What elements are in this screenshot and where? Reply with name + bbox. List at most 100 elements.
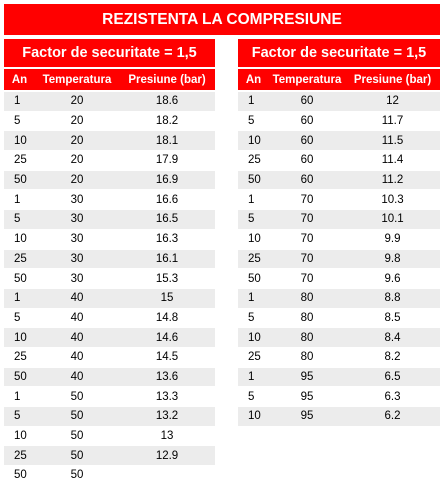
- cell-an: 10: [4, 426, 35, 447]
- table-row: 5 60 11.7: [238, 111, 441, 132]
- cell-temperatura: 50: [35, 406, 119, 427]
- cell-temperatura: 95: [269, 367, 345, 388]
- cell-an: 1: [4, 288, 35, 309]
- table-row: 10 60 11.5: [238, 130, 441, 152]
- table-row: 25 60 11.4: [238, 150, 441, 171]
- cell-an: 10: [238, 406, 269, 427]
- right-table-body: 1 60 12 5 60 11.7 10 60 11.5 25 60 11.4 50 60 11.2 1 70 1…: [238, 91, 441, 427]
- cell-an: 1: [4, 386, 35, 407]
- cell-presiune: 11.7: [345, 111, 441, 132]
- cell-an: 5: [238, 111, 269, 132]
- cell-temperatura: 70: [269, 268, 345, 289]
- table-row: 50 20 16.9: [4, 170, 216, 191]
- cell-temperatura: 60: [269, 130, 345, 152]
- cell-presiune: 13: [119, 426, 216, 447]
- cell-temperatura: 20: [35, 150, 119, 171]
- right-pressure-table: Factor de securitate = 1,5 An Temperatur…: [238, 39, 441, 427]
- cell-an: 5: [238, 209, 269, 230]
- table-row: 25 80 8.2: [238, 347, 441, 368]
- left-header-presiune: Presiune (bar): [119, 68, 216, 92]
- cell-presiune: 13.3: [119, 386, 216, 407]
- table-row: 5 20 18.2: [4, 111, 216, 132]
- left-header-temperatura: Temperatura: [35, 68, 119, 92]
- right-factor-label: Factor de securitate = 1,5: [238, 39, 441, 69]
- table-row: 1 20 18.6: [4, 91, 216, 112]
- table-row: 25 40 14.5: [4, 347, 216, 368]
- cell-an: 25: [4, 445, 35, 467]
- cell-presiune: 10.1: [345, 209, 441, 230]
- cell-presiune: 16.5: [119, 209, 216, 230]
- cell-temperatura: 40: [35, 367, 119, 388]
- cell-an: 5: [4, 406, 35, 427]
- cell-presiune: 9.6: [345, 268, 441, 289]
- cell-temperatura: 80: [269, 308, 345, 329]
- cell-presiune: [119, 465, 216, 486]
- cell-presiune: 15.3: [119, 268, 216, 289]
- right-header-presiune: Presiune (bar): [345, 68, 441, 92]
- table-row: 1 70 10.3: [238, 189, 441, 211]
- cell-an: 10: [4, 327, 35, 348]
- table-row: 50 60 11.2: [238, 170, 441, 191]
- cell-temperatura: 30: [35, 249, 119, 270]
- table-row: 1 50 13.3: [4, 386, 216, 407]
- cell-presiune: 11.2: [345, 170, 441, 191]
- cell-an: 10: [4, 229, 35, 250]
- cell-an: 25: [238, 249, 269, 270]
- right-header-temperatura: Temperatura: [269, 68, 345, 92]
- cell-presiune: 12: [345, 91, 441, 112]
- cell-presiune: 10.3: [345, 189, 441, 211]
- left-table-body: 1 20 18.6 5 20 18.2 10 20 18.1 25 20 17.9 50 20 16.9 1 3…: [4, 91, 216, 486]
- cell-presiune: 8.5: [345, 308, 441, 329]
- cell-an: 25: [4, 347, 35, 368]
- table-row: 10 95 6.2: [238, 406, 441, 427]
- cell-presiune: 6.2: [345, 406, 441, 427]
- cell-temperatura: 70: [269, 249, 345, 270]
- cell-an: 10: [4, 130, 35, 152]
- cell-presiune: 16.1: [119, 249, 216, 270]
- cell-presiune: 11.4: [345, 150, 441, 171]
- cell-presiune: 18.1: [119, 130, 216, 152]
- cell-presiune: 18.6: [119, 91, 216, 112]
- cell-temperatura: 50: [35, 426, 119, 447]
- cell-presiune: 6.3: [345, 386, 441, 407]
- cell-temperatura: 20: [35, 91, 119, 112]
- cell-an: 1: [238, 288, 269, 309]
- table-row: 50 30 15.3: [4, 268, 216, 289]
- page-title: REZISTENTA LA COMPRESIUNE: [4, 4, 440, 35]
- cell-an: 50: [238, 268, 269, 289]
- cell-temperatura: 80: [269, 288, 345, 309]
- cell-an: 25: [238, 347, 269, 368]
- cell-temperatura: 60: [269, 170, 345, 191]
- table-row: 50 50: [4, 465, 216, 486]
- left-header-an: An: [4, 68, 35, 92]
- cell-an: 1: [4, 189, 35, 211]
- cell-temperatura: 70: [269, 229, 345, 250]
- cell-an: 5: [4, 209, 35, 230]
- cell-temperatura: 50: [35, 445, 119, 467]
- table-row: 5 50 13.2: [4, 406, 216, 427]
- left-pressure-table: Factor de securitate = 1,5 An Temperatur…: [4, 39, 216, 486]
- left-factor-label: Factor de securitate = 1,5: [4, 39, 216, 69]
- cell-presiune: 14.6: [119, 327, 216, 348]
- cell-temperatura: 40: [35, 327, 119, 348]
- cell-presiune: 9.8: [345, 249, 441, 270]
- cell-presiune: 14.8: [119, 308, 216, 329]
- cell-temperatura: 60: [269, 150, 345, 171]
- table-row: 1 40 15: [4, 288, 216, 309]
- cell-temperatura: 70: [269, 209, 345, 230]
- cell-temperatura: 50: [35, 386, 119, 407]
- cell-temperatura: 30: [35, 189, 119, 211]
- table-row: 10 80 8.4: [238, 327, 441, 348]
- cell-temperatura: 60: [269, 111, 345, 132]
- table-row: 1 30 16.6: [4, 189, 216, 211]
- cell-an: 1: [238, 91, 269, 112]
- cell-temperatura: 20: [35, 170, 119, 191]
- cell-temperatura: 30: [35, 229, 119, 250]
- cell-presiune: 16.9: [119, 170, 216, 191]
- table-row: 10 30 16.3: [4, 229, 216, 250]
- table-row: 25 30 16.1: [4, 249, 216, 270]
- cell-an: 50: [4, 268, 35, 289]
- table-row: 10 70 9.9: [238, 229, 441, 250]
- cell-temperatura: 30: [35, 268, 119, 289]
- table-row: 5 40 14.8: [4, 308, 216, 329]
